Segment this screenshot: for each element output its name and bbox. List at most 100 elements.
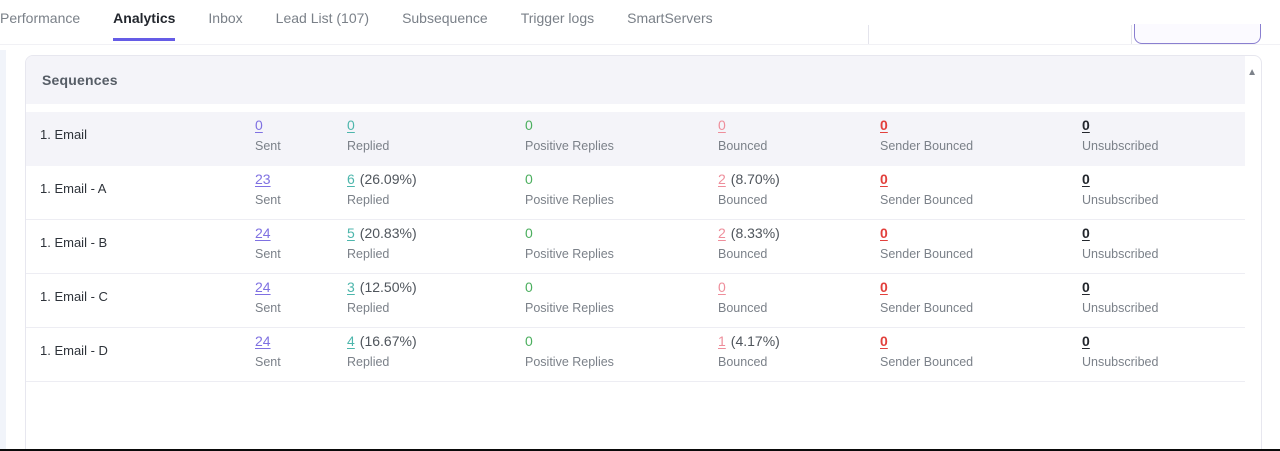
table-row: 1. Email 0 Sent 0 Replied 0 Positive Rep…	[26, 112, 1245, 166]
bounced-label: Bounced	[718, 301, 768, 315]
unsubscribed-count-link[interactable]: 0	[1082, 279, 1090, 295]
stat-replied: 6 (26.09%) Replied	[347, 166, 525, 211]
table-row: 1. Email - A 23 Sent 6 (26.09%) Replied 0…	[26, 166, 1245, 220]
replied-count-link[interactable]: 5	[347, 225, 355, 241]
sender-bounced-label: Sender Bounced	[880, 301, 974, 315]
replied-label: Replied	[347, 301, 390, 315]
unsubscribed-count-link[interactable]: 0	[1082, 225, 1090, 241]
stat-bounced: 1 (4.17%) Bounced	[718, 328, 880, 373]
replied-count-link[interactable]: 6	[347, 171, 355, 187]
replied-label: Replied	[347, 247, 390, 261]
sequence-label: 1. Email - D	[40, 343, 108, 358]
replied-label: Replied	[347, 139, 390, 154]
stat-sent: 24 Sent	[255, 274, 347, 319]
tab-lead-list[interactable]: Lead List (107)	[275, 10, 370, 26]
stat-replied: 3 (12.50%) Replied	[347, 274, 525, 319]
bounced-label: Bounced	[718, 247, 768, 261]
stat-bounced: 0 Bounced	[718, 274, 880, 319]
replied-count-link[interactable]: 4	[347, 333, 355, 349]
unsubscribed-label: Unsubscribed	[1082, 301, 1159, 315]
stat-unsubscribed: 0 Unsubscribed	[1082, 112, 1245, 158]
unsubscribed-count-link[interactable]: 0	[1082, 117, 1090, 134]
bounced-count-link[interactable]: 0	[718, 279, 726, 295]
unsubscribed-count-link[interactable]: 0	[1082, 333, 1090, 349]
tab-performance[interactable]: Performance	[0, 10, 81, 26]
bounced-count-link[interactable]: 2	[718, 225, 726, 241]
stat-bounced: 0 Bounced	[718, 112, 880, 158]
window-bottom-edge	[0, 449, 1280, 451]
tab-trigger-logs[interactable]: Trigger logs	[520, 10, 595, 26]
stat-positive-replies: 0 Positive Replies	[525, 220, 718, 265]
stat-positive-replies: 0 Positive Replies	[525, 274, 718, 319]
unsubscribed-count-link[interactable]: 0	[1082, 171, 1090, 187]
positive-replies-label: Positive Replies	[525, 355, 614, 369]
bounced-label: Bounced	[718, 193, 768, 207]
toolbar-button-clip	[1134, 24, 1261, 44]
sender-bounced-label: Sender Bounced	[880, 247, 974, 261]
tab-analytics[interactable]: Analytics	[113, 10, 176, 41]
positive-replies-label: Positive Replies	[525, 193, 614, 207]
sender-bounced-label: Sender Bounced	[880, 355, 974, 369]
sent-count-link[interactable]: 0	[255, 117, 263, 134]
sent-label: Sent	[255, 193, 281, 207]
positive-replies-label: Positive Replies	[525, 247, 614, 261]
replied-label: Replied	[347, 355, 390, 369]
stat-sent: 24 Sent	[255, 328, 347, 373]
bounced-percent: (8.70%)	[730, 171, 780, 187]
sender-bounced-count-link[interactable]: 0	[880, 225, 888, 241]
replied-percent: (20.83%)	[359, 225, 417, 241]
stat-unsubscribed: 0 Unsubscribed	[1082, 166, 1245, 211]
positive-replies-count: 0	[525, 279, 533, 295]
stat-sent: 23 Sent	[255, 166, 347, 211]
tab-inbox[interactable]: Inbox	[208, 10, 243, 26]
sent-label: Sent	[255, 247, 281, 261]
replied-count-link[interactable]: 3	[347, 279, 355, 295]
sent-label: Sent	[255, 355, 281, 369]
tab-subsequence[interactable]: Subsequence	[402, 10, 488, 26]
stat-sent: 0 Sent	[255, 112, 347, 158]
sender-bounced-count-link[interactable]: 0	[880, 279, 888, 295]
sequence-label: 1. Email	[40, 127, 87, 143]
campaign-tabs-bar: Performance Analytics Inbox Lead List (1…	[0, 0, 1280, 45]
sequence-label: 1. Email - C	[40, 289, 108, 304]
sender-bounced-count-link[interactable]: 0	[880, 333, 888, 349]
stat-replied: 4 (16.67%) Replied	[347, 328, 525, 373]
sequences-rows: 1. Email 0 Sent 0 Replied 0 Positive Rep…	[26, 112, 1245, 382]
panel-title: Sequences	[42, 72, 118, 88]
positive-replies-count: 0	[525, 333, 533, 349]
stat-sender-bounced: 0 Sender Bounced	[880, 274, 1082, 319]
stat-positive-replies: 0 Positive Replies	[525, 166, 718, 211]
bounced-count-link[interactable]: 0	[718, 117, 726, 134]
replied-percent: (12.50%)	[359, 279, 417, 295]
replied-count-link[interactable]: 0	[347, 117, 355, 134]
sent-count-link[interactable]: 24	[255, 333, 271, 349]
positive-replies-label: Positive Replies	[525, 139, 614, 154]
sent-count-link[interactable]: 24	[255, 225, 271, 241]
stat-sender-bounced: 0 Sender Bounced	[880, 328, 1082, 373]
unsubscribed-label: Unsubscribed	[1082, 193, 1159, 207]
sequences-panel-header: Sequences	[26, 56, 1245, 104]
sent-count-link[interactable]: 24	[255, 279, 271, 295]
sequences-panel: Sequences ▲ 1. Email 0 Sent 0 Replied 0 …	[25, 55, 1262, 451]
unsubscribed-label: Unsubscribed	[1082, 247, 1159, 261]
bounced-label: Bounced	[718, 355, 768, 369]
stat-unsubscribed: 0 Unsubscribed	[1082, 274, 1245, 319]
search-input[interactable]	[868, 25, 1132, 44]
sender-bounced-count-link[interactable]: 0	[880, 171, 888, 187]
stat-positive-replies: 0 Positive Replies	[525, 328, 718, 373]
bounced-count-link[interactable]: 1	[718, 333, 726, 349]
sender-bounced-count-link[interactable]: 0	[880, 117, 888, 134]
bounced-percent: (4.17%)	[730, 333, 780, 349]
collapse-up-icon[interactable]: ▲	[1247, 67, 1257, 78]
positive-replies-label: Positive Replies	[525, 301, 614, 315]
stat-unsubscribed: 0 Unsubscribed	[1082, 220, 1245, 265]
stat-bounced: 2 (8.33%) Bounced	[718, 220, 880, 265]
tab-smartservers[interactable]: SmartServers	[627, 10, 713, 26]
table-row: 1. Email - C 24 Sent 3 (12.50%) Replied 0…	[26, 274, 1245, 328]
stat-replied: 5 (20.83%) Replied	[347, 220, 525, 265]
sent-count-link[interactable]: 23	[255, 171, 271, 187]
positive-replies-count: 0	[525, 225, 533, 241]
sent-label: Sent	[255, 301, 281, 315]
bounced-count-link[interactable]: 2	[718, 171, 726, 187]
toolbar-button[interactable]	[1134, 24, 1261, 44]
